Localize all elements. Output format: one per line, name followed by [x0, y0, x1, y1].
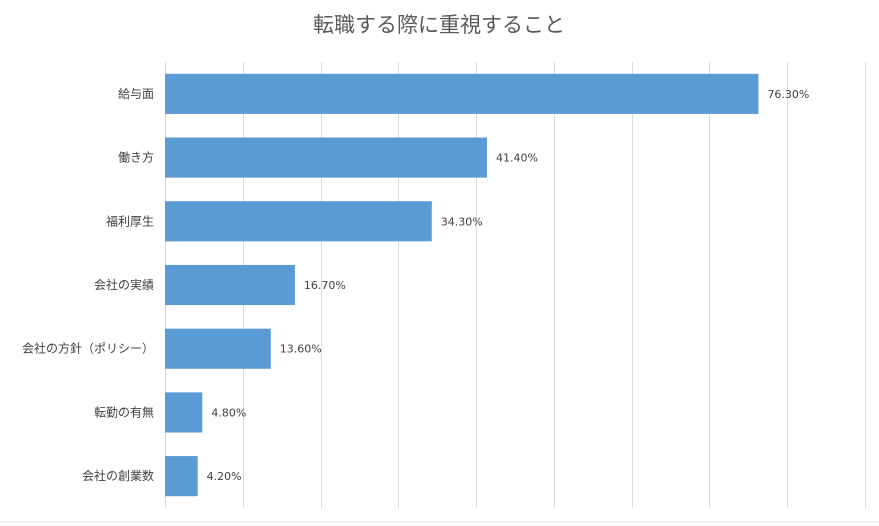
category-label: 会社の実績	[94, 277, 154, 292]
bar	[165, 456, 198, 497]
bar	[165, 73, 759, 114]
gridlines	[165, 62, 866, 508]
bar	[165, 392, 203, 433]
category-label: 給与面	[118, 87, 154, 101]
category-label: 転勤の有無	[94, 404, 154, 419]
category-label: 福利厚生	[106, 213, 154, 228]
bar	[165, 264, 295, 306]
data-label: 41.40%	[496, 152, 538, 165]
bar	[165, 328, 271, 369]
data-label: 34.30%	[441, 215, 483, 228]
bar	[165, 137, 487, 178]
chart-title: 転職する際に重視すること	[313, 13, 565, 37]
bar	[165, 201, 432, 242]
data-label: 13.60%	[280, 343, 322, 356]
data-label: 4.20%	[207, 470, 242, 483]
data-label: 16.70%	[304, 279, 346, 292]
category-label: 働き方	[118, 150, 154, 165]
data-label: 4.80%	[211, 406, 246, 419]
bars	[165, 73, 759, 497]
category-label: 会社の方針（ポリシー）	[22, 341, 154, 356]
data-labels: 76.30% 41.40% 34.30% 16.70% 13.60% 4.80% 4.20%	[207, 88, 810, 483]
data-label: 76.30%	[767, 88, 809, 101]
category-label: 会社の創業数	[82, 468, 154, 483]
